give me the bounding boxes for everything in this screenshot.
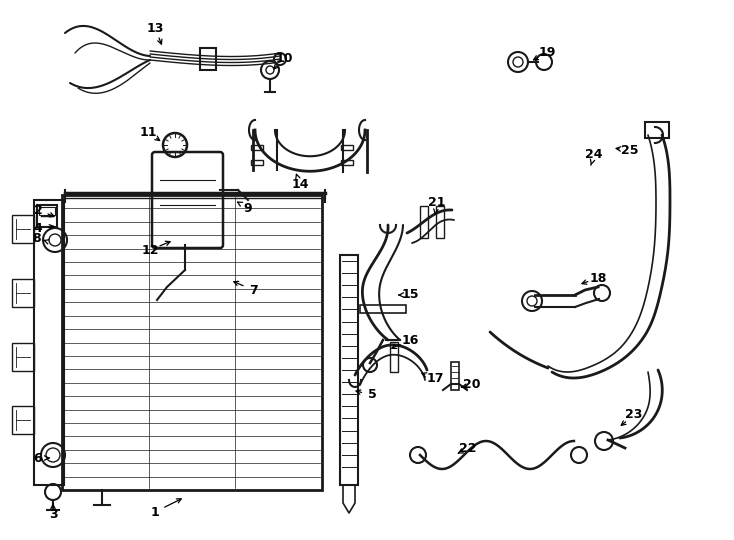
Bar [37,205,57,227]
Text: 3: 3 [48,509,57,522]
Bar [341,160,353,165]
Text: 12: 12 [141,244,159,256]
Text: 2: 2 [34,204,43,217]
Bar [645,122,669,138]
Text: 21: 21 [428,195,446,208]
Text: 17: 17 [426,372,444,384]
Text: 16: 16 [401,334,418,347]
Text: 11: 11 [139,125,157,138]
Text: 19: 19 [538,45,556,58]
Text: 20: 20 [463,379,481,392]
Text: 15: 15 [401,288,419,301]
Bar [251,160,263,165]
Bar [341,145,353,150]
Bar [39,207,55,215]
Text: 22: 22 [459,442,477,455]
Bar [200,48,216,70]
Bar [12,279,34,307]
Bar [451,362,459,390]
Text: 25: 25 [621,144,639,157]
Text: 10: 10 [275,51,293,64]
Text: 13: 13 [146,22,164,35]
Bar [340,255,358,485]
Bar [12,406,34,434]
Text: 6: 6 [34,451,43,464]
Text: 18: 18 [589,272,607,285]
Text: 9: 9 [244,201,252,214]
Text: 1: 1 [150,505,159,518]
Bar [360,305,406,313]
Text: 24: 24 [585,148,603,161]
Bar [390,342,398,372]
Bar [436,206,444,238]
Bar [62,195,322,490]
Text: 8: 8 [33,232,41,245]
Text: 4: 4 [34,221,43,234]
Bar [34,200,64,485]
Text: 14: 14 [291,179,309,192]
Text: 5: 5 [368,388,377,402]
Bar [251,145,263,150]
Bar [420,206,428,238]
Text: 7: 7 [249,284,258,296]
Text: 23: 23 [625,408,643,422]
Bar [12,342,34,370]
Bar [12,215,34,243]
